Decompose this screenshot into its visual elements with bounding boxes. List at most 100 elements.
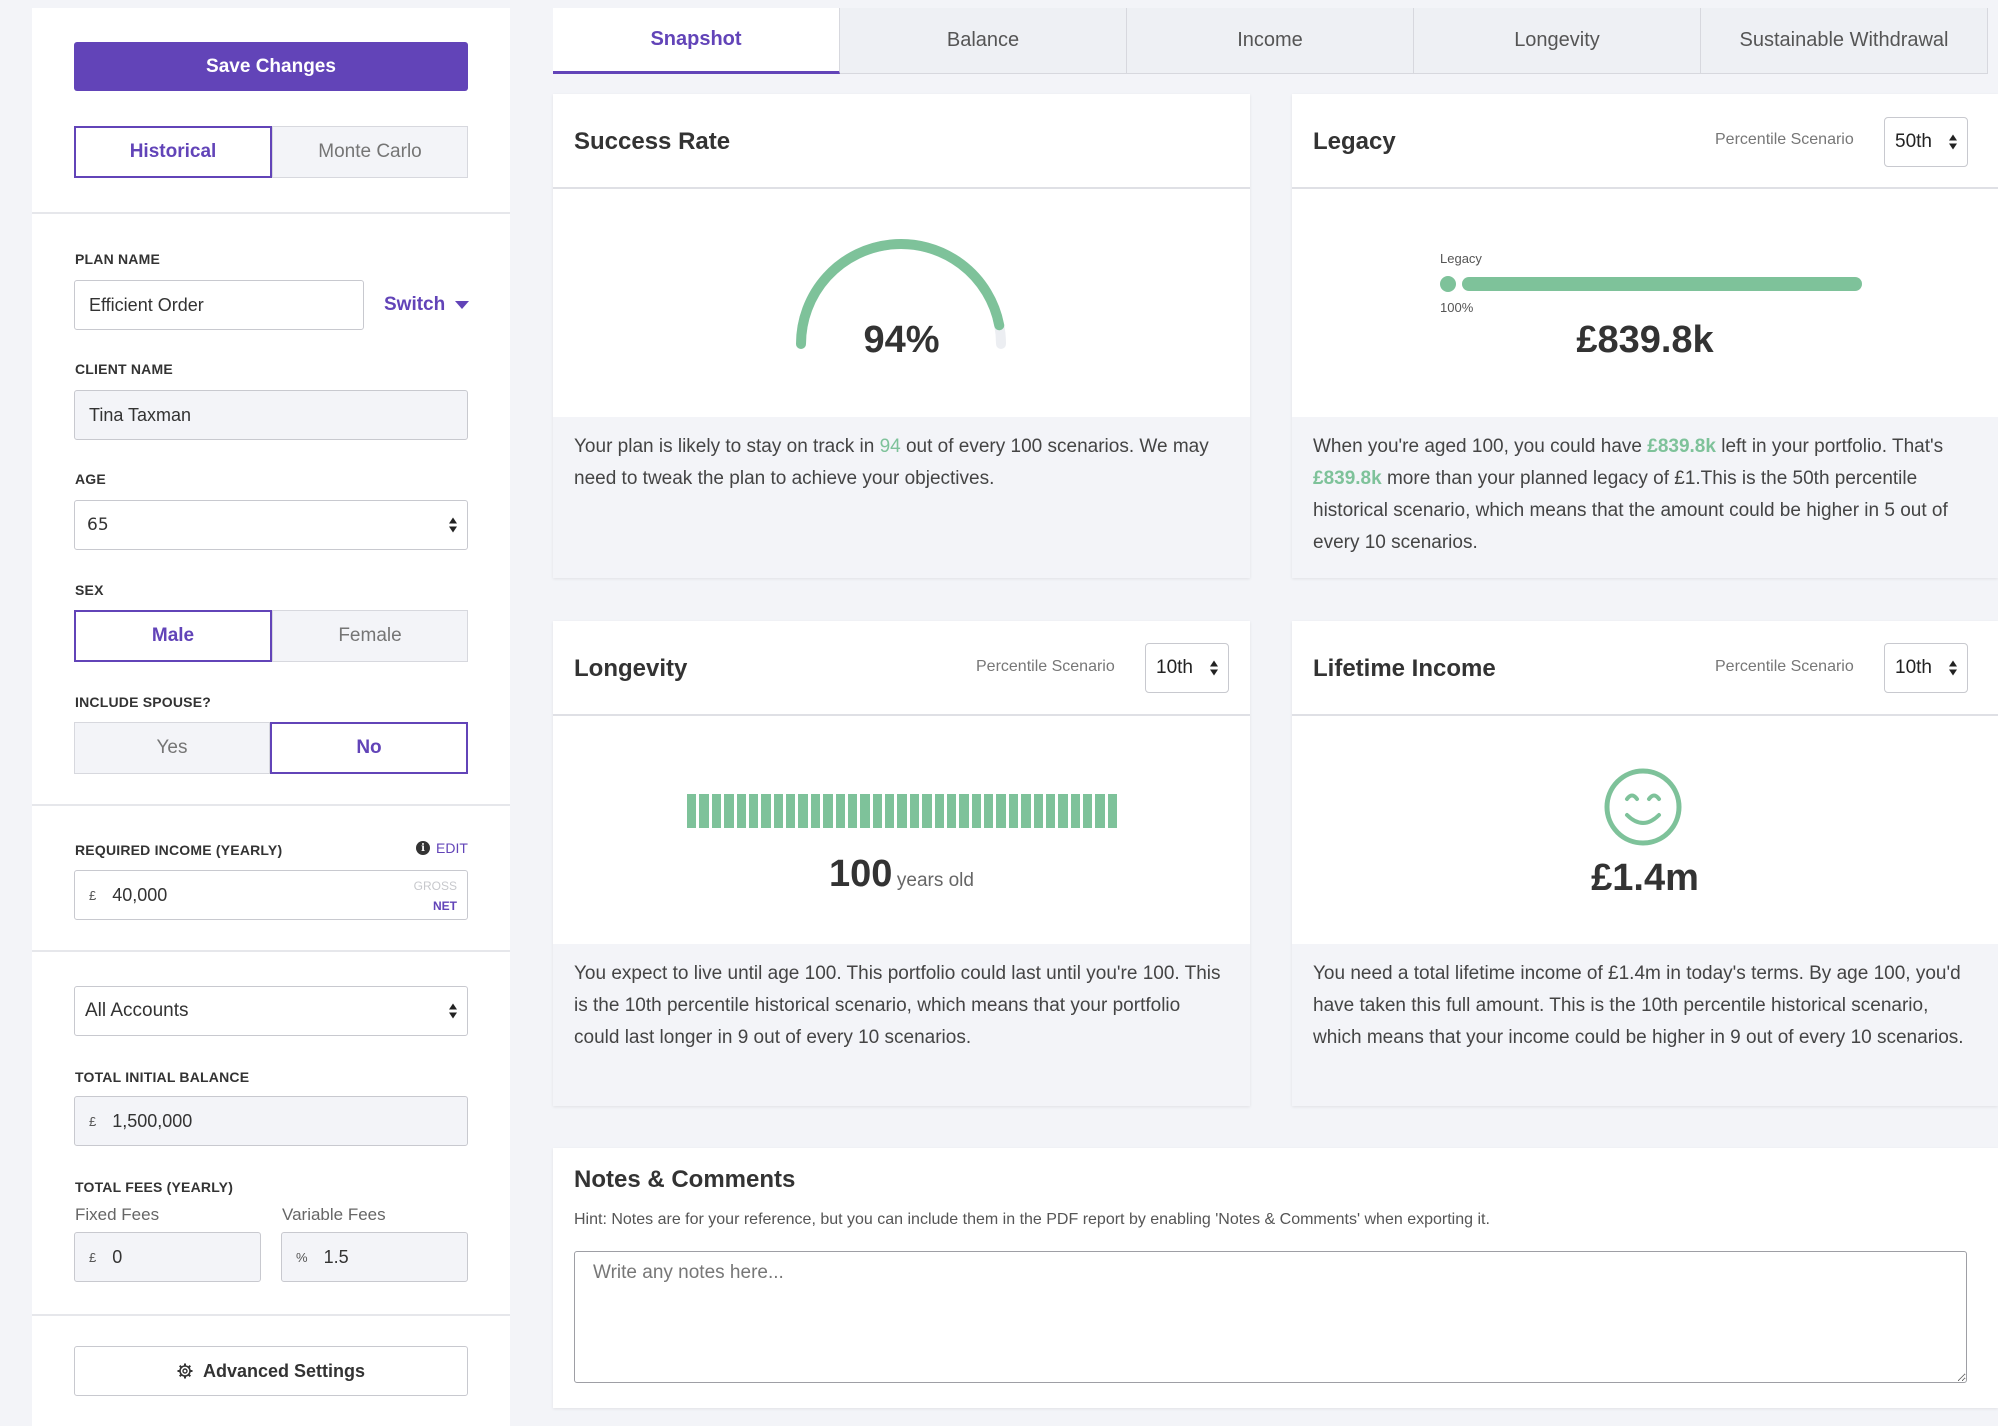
age-label: AGE	[75, 471, 106, 487]
longevity-bar-segment	[909, 794, 920, 828]
longevity-bar-segment	[724, 794, 734, 828]
tab-income[interactable]: Income	[1127, 8, 1414, 74]
longevity-bar-segment	[885, 794, 895, 828]
required-income-value: 40,000	[112, 884, 168, 905]
female-option[interactable]: Female	[272, 610, 468, 662]
plan-name-input[interactable]: Efficient Order	[74, 280, 364, 330]
longevity-bar-segment	[786, 794, 796, 828]
longevity-bar-segment	[761, 794, 771, 828]
fixed-fees-input[interactable]: £ 0	[74, 1232, 261, 1282]
select-arrows-icon	[1949, 134, 1957, 150]
advanced-settings-button[interactable]: Advanced Settings	[74, 1346, 468, 1396]
lifetime-income-description: You need a total lifetime income of £1.4…	[1292, 944, 1998, 1106]
card-header: Longevity Percentile Scenario 10th	[553, 621, 1250, 716]
tab-balance[interactable]: Balance	[840, 8, 1127, 74]
mode-toggle: Historical Monte Carlo	[74, 126, 468, 178]
longevity-title: Longevity	[574, 654, 688, 682]
save-changes-button[interactable]: Save Changes	[74, 42, 468, 91]
required-income-input[interactable]: £ 40,000 GROSS NET	[74, 870, 468, 920]
longevity-bar-segment	[897, 794, 907, 828]
notes-hint: Hint: Notes are for your reference, but …	[574, 1211, 1490, 1228]
client-name-label: CLIENT NAME	[75, 361, 173, 377]
longevity-bar-segment	[736, 794, 746, 828]
fixed-fees-value: 0	[112, 1246, 123, 1267]
longevity-unit: years old	[896, 870, 974, 891]
longevity-bar-segment	[946, 794, 957, 828]
info-icon: i	[416, 841, 430, 855]
accounts-value: All Accounts	[85, 1000, 189, 1021]
longevity-bar-segment	[1070, 794, 1080, 828]
longevity-percentile-select[interactable]: 10th	[1145, 643, 1229, 693]
legacy-bar	[1462, 277, 1862, 291]
fixed-fees-label: Fixed Fees	[75, 1205, 160, 1224]
edit-income-link[interactable]: i EDIT	[416, 840, 468, 856]
description-text: left in your portfolio. That's	[1715, 436, 1944, 457]
longevity-bar-segment	[934, 794, 944, 828]
success-rate-value: 94%	[863, 319, 940, 361]
advanced-settings-label: Advanced Settings	[202, 1360, 366, 1381]
net-option[interactable]: NET	[433, 899, 457, 913]
longevity-bar-segment	[860, 794, 870, 828]
longevity-bar-segment	[1033, 794, 1043, 828]
tab-longevity[interactable]: Longevity	[1414, 8, 1701, 74]
switch-plan-dropdown[interactable]: Switch	[384, 294, 470, 316]
longevity-bar-segment	[810, 794, 821, 828]
legacy-percentile-select[interactable]: 50th	[1884, 117, 1968, 167]
description-text: Your plan is likely to stay on track in	[574, 436, 880, 457]
tab-snapshot[interactable]: Snapshot	[553, 8, 840, 74]
longevity-bar-segment	[773, 794, 783, 828]
percentile-scenario-label: Percentile Scenario	[1715, 131, 1854, 148]
gross-option[interactable]: GROSS	[413, 879, 457, 893]
legacy-value: £839.8k	[1576, 319, 1714, 361]
client-name-input[interactable]: Tina Taxman	[74, 390, 468, 440]
longevity-bar-segment	[835, 794, 845, 828]
tab-bar: Snapshot Balance Income Longevity Sustai…	[553, 8, 1998, 74]
longevity-bar-segment	[971, 794, 981, 828]
legacy-bar-percent: 100%	[1440, 300, 1474, 315]
percentile-value: 50th	[1895, 131, 1932, 152]
legacy-description: When you're aged 100, you could have £83…	[1292, 417, 1998, 578]
spouse-yes-option[interactable]: Yes	[74, 722, 270, 774]
accounts-select[interactable]: All Accounts	[74, 986, 468, 1036]
notes-title: Notes & Comments	[574, 1166, 796, 1193]
sidebar-income-section: REQUIRED INCOME (YEARLY) i EDIT £ 40,000…	[32, 806, 510, 952]
percentile-value: 10th	[1156, 657, 1193, 678]
monte-carlo-option[interactable]: Monte Carlo	[272, 126, 468, 178]
longevity-bar-segment	[748, 794, 759, 828]
success-rate-title: Success Rate	[574, 127, 731, 155]
legacy-bar-start-dot	[1440, 276, 1456, 292]
percentile-scenario-label: Percentile Scenario	[976, 658, 1115, 675]
spouse-no-option[interactable]: No	[270, 722, 468, 774]
description-text: more than your planned legacy of £1.This…	[1313, 468, 1948, 553]
longevity-bar-segment	[1021, 794, 1031, 828]
plan-name-label: PLAN NAME	[75, 251, 161, 267]
variable-fees-input[interactable]: % 1.5	[281, 1232, 468, 1282]
total-initial-balance-input[interactable]: £ 1,500,000	[74, 1096, 468, 1146]
description-text: out of every 100 scenarios. We may need …	[574, 436, 1209, 489]
required-income-label: REQUIRED INCOME (YEARLY)	[75, 842, 283, 858]
age-select[interactable]: 65	[74, 500, 468, 550]
tab-sustainable-withdrawal[interactable]: Sustainable Withdrawal	[1701, 8, 1988, 74]
male-option[interactable]: Male	[74, 610, 272, 662]
total-initial-balance-value: 1,500,000	[112, 1110, 193, 1131]
historical-option[interactable]: Historical	[74, 126, 272, 178]
card-header: Lifetime Income Percentile Scenario 10th	[1292, 621, 1998, 716]
spouse-toggle: Yes No	[74, 722, 468, 774]
notes-textarea[interactable]	[574, 1251, 1967, 1383]
edit-label: EDIT	[436, 840, 468, 856]
longevity-bar-segment	[996, 794, 1006, 828]
select-arrows-icon	[449, 517, 457, 533]
chevron-down-icon	[455, 301, 470, 309]
highlight-value: 94	[879, 436, 901, 457]
sidebar-accounts-section: All Accounts TOTAL INITIAL BALANCE £ 1,5…	[32, 952, 510, 1316]
sidebar-client-section: PLAN NAME Efficient Order Switch CLIENT …	[32, 214, 510, 806]
longevity-bar-segment	[1058, 794, 1068, 828]
description-text: When you're aged 100, you could have	[1313, 436, 1648, 457]
longevity-value-row: 100 years old	[553, 853, 1250, 896]
card-header: Legacy Percentile Scenario 50th	[1292, 94, 1998, 189]
lifetime-income-title: Lifetime Income	[1313, 654, 1496, 682]
select-arrows-icon	[1210, 660, 1218, 676]
select-arrows-icon	[1949, 660, 1957, 676]
plan-name-value: Efficient Order	[89, 294, 204, 315]
lifetime-income-percentile-select[interactable]: 10th	[1884, 643, 1968, 693]
